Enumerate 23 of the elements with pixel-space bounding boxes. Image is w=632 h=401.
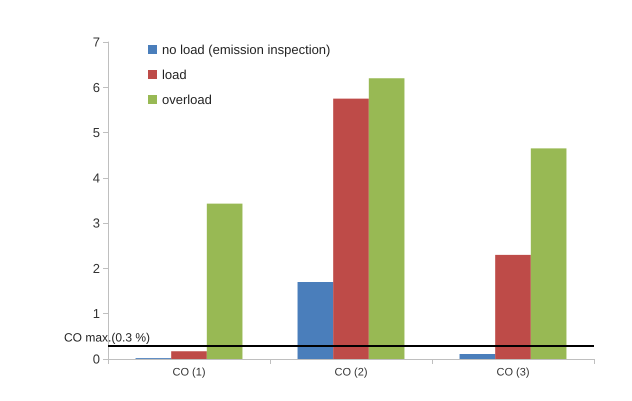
- bar: [368, 78, 404, 359]
- bar: [298, 282, 334, 359]
- y-tick-label: 6: [92, 80, 100, 95]
- x-tick-label: CO (3): [496, 366, 530, 378]
- bar: [206, 204, 242, 359]
- bar: [495, 254, 531, 359]
- y-tick-label: 0: [92, 352, 100, 366]
- x-tick-label: CO (1): [172, 366, 206, 378]
- x-tick-label: CO (2): [334, 366, 368, 378]
- y-tick-label: 5: [92, 125, 100, 140]
- bar: [460, 354, 496, 359]
- legend-label: overload: [162, 92, 212, 107]
- y-tick-label: 3: [92, 216, 100, 231]
- bar: [171, 351, 207, 359]
- y-tick-label: 7: [92, 34, 100, 50]
- ref-line-label: CO max.(0.3 %): [64, 330, 150, 344]
- legend-label: load: [162, 67, 187, 82]
- bar: [333, 98, 369, 359]
- y-tick-label: 1: [92, 306, 100, 322]
- y-tick-label: 4: [92, 170, 100, 186]
- y-tick-label: 2: [92, 260, 100, 276]
- legend-label: no load (emission inspection): [162, 42, 330, 57]
- bar: [530, 148, 566, 359]
